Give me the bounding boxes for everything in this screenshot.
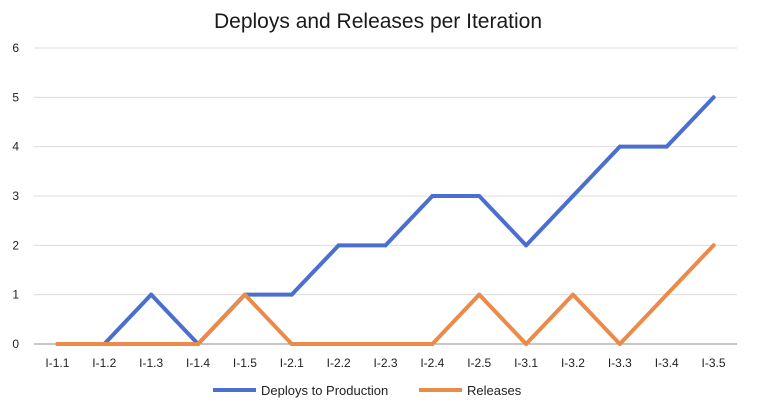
y-tick-label: 6 [12, 41, 19, 55]
grid-layer [34, 47, 737, 345]
x-axis-ticks: I-1.1 I-1.2 I-1.3 I-1.4 I-1.5 I-2.1 I-2.2 I-2.3… [45, 356, 725, 370]
data-point [289, 292, 294, 297]
series-layer [55, 95, 716, 346]
data-point [477, 292, 482, 297]
y-tick-label: 0 [12, 337, 19, 351]
x-tick-label: I-2.2 [327, 356, 351, 370]
data-point [196, 342, 201, 346]
data-point [383, 342, 388, 346]
data-point [711, 243, 716, 248]
data-point [664, 144, 669, 149]
x-tick-label: I-3.2 [561, 356, 585, 370]
data-point [336, 342, 341, 346]
y-axis-ticks: 0 1 2 3 4 5 6 [12, 41, 19, 351]
x-tick-label: I-2.1 [280, 356, 304, 370]
data-point [617, 144, 622, 149]
data-point [430, 194, 435, 198]
x-tick-label: I-1.3 [139, 356, 163, 370]
data-point [524, 243, 529, 248]
data-point [430, 342, 435, 346]
data-point [149, 292, 154, 297]
x-tick-label: I-2.3 [373, 356, 397, 370]
x-tick-label: I-1.2 [92, 356, 116, 370]
data-point [102, 342, 107, 346]
data-point [570, 194, 575, 198]
data-point [477, 194, 482, 198]
y-tick-label: 1 [12, 288, 19, 302]
x-tick-label: I-1.5 [233, 356, 257, 370]
x-tick-label: I-2.4 [420, 356, 444, 370]
data-point [242, 292, 247, 297]
data-point [711, 95, 716, 100]
chart-title: Deploys and Releases per Iteration [214, 10, 542, 33]
x-tick-label: I-1.4 [186, 356, 210, 370]
x-tick-label: I-1.1 [45, 356, 69, 370]
x-tick-label: I-3.3 [608, 356, 632, 370]
legend-label-1: Releases [467, 383, 522, 398]
legend: Deploys to Production Releases [213, 383, 522, 398]
x-tick-label: I-3.4 [655, 356, 679, 370]
data-point [383, 243, 388, 248]
legend-label-0: Deploys to Production [261, 383, 388, 398]
data-point [570, 292, 575, 297]
data-point [336, 243, 341, 248]
x-tick-label: I-3.5 [702, 356, 726, 370]
data-point [149, 342, 154, 346]
y-tick-label: 4 [12, 140, 19, 154]
x-tick-label: I-2.5 [467, 356, 491, 370]
data-point [55, 342, 60, 346]
data-point [289, 342, 294, 346]
y-tick-label: 5 [12, 90, 19, 104]
data-point [617, 342, 622, 346]
data-point [524, 342, 529, 346]
data-point [664, 292, 669, 297]
series-line-0 [102, 95, 716, 346]
y-tick-label: 2 [12, 238, 19, 252]
x-tick-label: I-3.1 [514, 356, 538, 370]
y-tick-label: 3 [12, 189, 19, 203]
